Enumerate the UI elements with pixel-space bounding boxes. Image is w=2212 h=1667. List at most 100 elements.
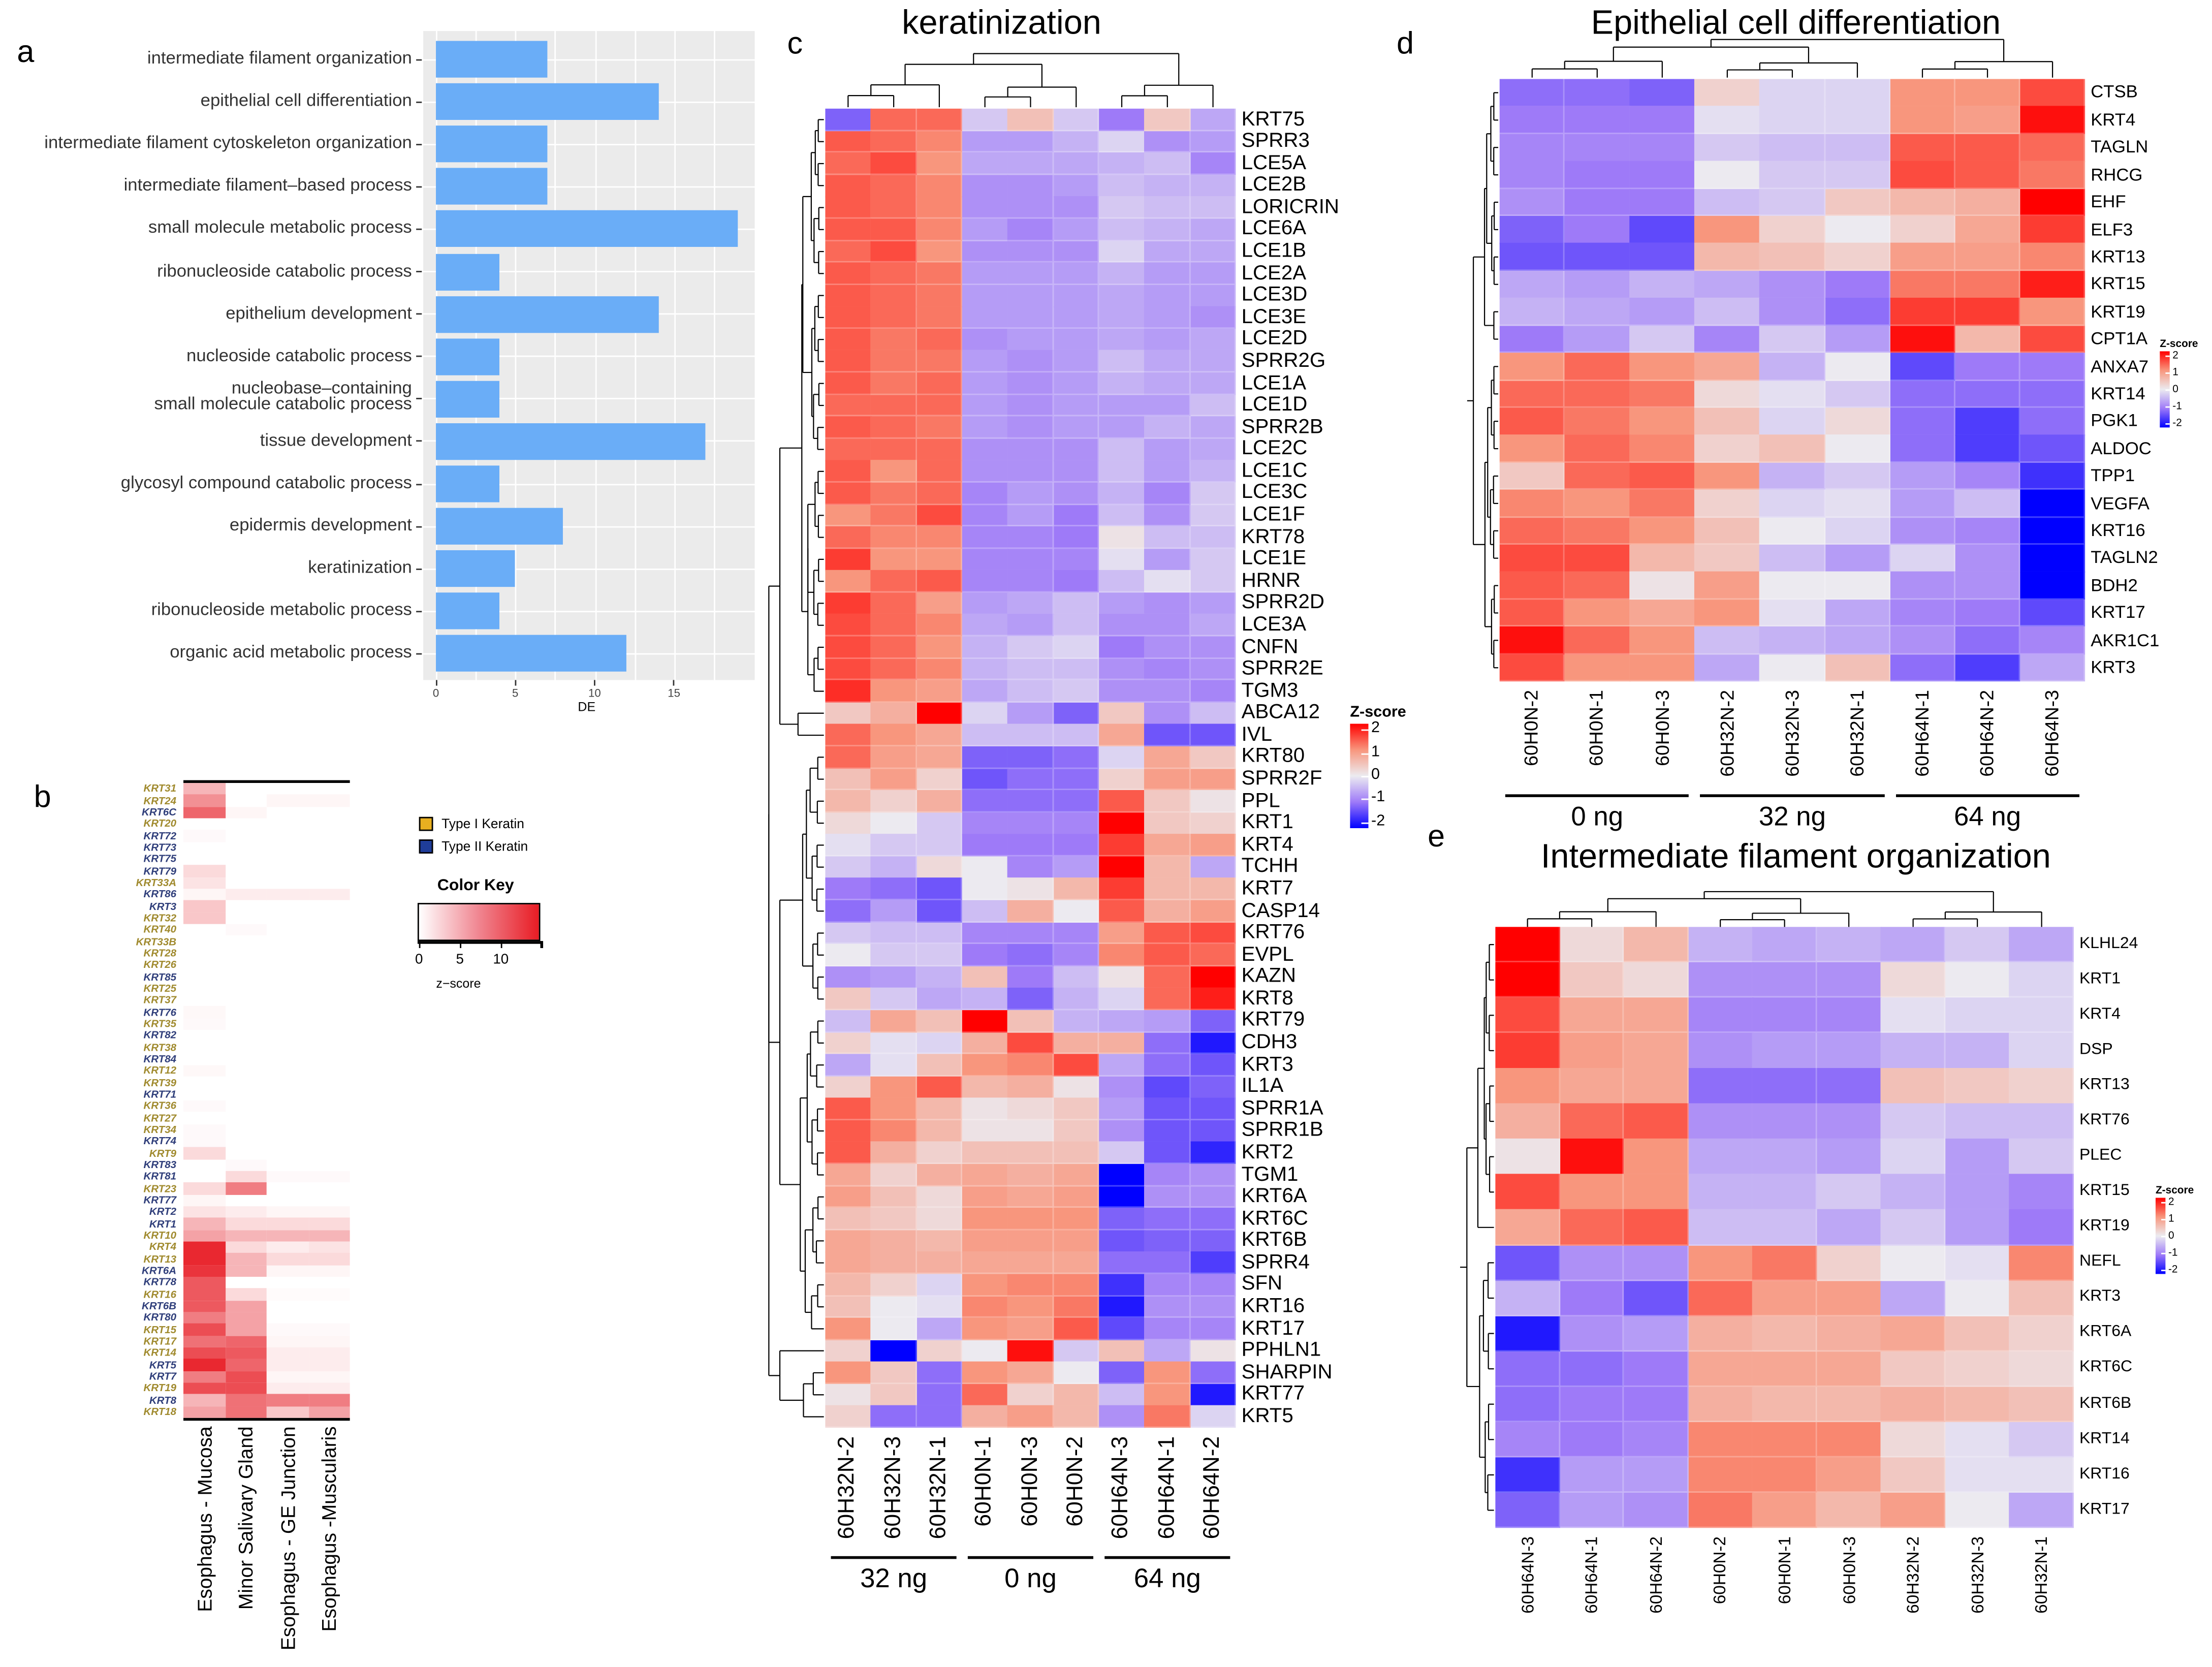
keratin-label: KRT75 bbox=[143, 852, 177, 865]
heatmap-cell bbox=[183, 1312, 226, 1325]
heatmap-cell bbox=[1007, 548, 1054, 571]
heatmap-cell bbox=[1190, 724, 1237, 747]
column-label: 60H32N-1 bbox=[1846, 689, 1868, 777]
heatmap-cell bbox=[1694, 517, 1760, 545]
row-label: KRT16 bbox=[1241, 1295, 1305, 1318]
heatmap-cell bbox=[308, 1171, 351, 1183]
heatmap-cell bbox=[183, 806, 226, 819]
row-label: LCE1F bbox=[1241, 504, 1305, 526]
heatmap-cell bbox=[266, 1335, 309, 1348]
heatmap-cell bbox=[1007, 152, 1054, 175]
heatmap-cell bbox=[916, 416, 963, 439]
heatmap-cell bbox=[183, 1124, 226, 1137]
heatmap-cell bbox=[1007, 372, 1054, 395]
legend-tick-label: -2 bbox=[2172, 416, 2182, 429]
heatmap-cell bbox=[1144, 1274, 1191, 1297]
heatmap-cell bbox=[1190, 1405, 1237, 1428]
heatmap-cell bbox=[871, 152, 917, 175]
heatmap-cell bbox=[916, 306, 963, 329]
heatmap-cell bbox=[266, 1406, 309, 1419]
row-label: KRT6C bbox=[2079, 1359, 2133, 1376]
heatmap-cell bbox=[1564, 243, 1630, 271]
heatmap-cell bbox=[825, 416, 872, 439]
heatmap-cell bbox=[225, 830, 267, 842]
heatmap-cell bbox=[2009, 1245, 2074, 1281]
heatmap-cell bbox=[962, 1186, 1008, 1209]
heatmap-cell bbox=[871, 768, 917, 791]
heatmap-cell bbox=[183, 971, 226, 984]
heatmap-cell bbox=[916, 218, 963, 241]
legend-tick-label: -2 bbox=[1371, 812, 1385, 829]
heatmap-cell bbox=[1053, 878, 1099, 901]
heatmap-cell bbox=[266, 1018, 309, 1030]
heatmap-cell bbox=[1007, 1098, 1054, 1121]
keratin-label: KRT33B bbox=[136, 934, 177, 948]
category-label: keratinization bbox=[308, 557, 412, 578]
heatmap-cell bbox=[308, 1253, 351, 1266]
heatmap-cell bbox=[266, 1182, 309, 1195]
heatmap-cell bbox=[1053, 724, 1099, 747]
heatmap-cell bbox=[1889, 79, 1955, 107]
heatmap-cell bbox=[1099, 768, 1145, 791]
heatmap-cell bbox=[1495, 1245, 1560, 1281]
heatmap-cell bbox=[1099, 504, 1145, 527]
heatmap-cell bbox=[1499, 298, 1565, 326]
row-label: KRT15 bbox=[2091, 274, 2145, 294]
heatmap-cell bbox=[266, 1277, 309, 1289]
keratin-label: KRT78 bbox=[143, 1275, 177, 1288]
heatmap-cell bbox=[825, 328, 872, 351]
heatmap-cell bbox=[225, 853, 267, 866]
keratin-label: KRT16 bbox=[143, 1287, 177, 1300]
heatmap-cell bbox=[1053, 284, 1099, 307]
heatmap-cell bbox=[308, 1077, 351, 1089]
heatmap-cell bbox=[1889, 353, 1955, 381]
heatmap-cell bbox=[1053, 702, 1099, 725]
group-label: 32 ng bbox=[860, 1564, 928, 1594]
heatmap-cell bbox=[1816, 1351, 1882, 1387]
heatmap-cell bbox=[1564, 325, 1630, 354]
color-key-tick bbox=[500, 941, 502, 949]
heatmap-cell bbox=[825, 900, 872, 923]
heatmap-cell bbox=[1624, 1139, 1689, 1175]
heatmap-cell bbox=[916, 636, 963, 659]
keratin-label: KRT77 bbox=[143, 1193, 177, 1206]
heatmap-cell bbox=[1694, 215, 1760, 244]
row-label: KRT16 bbox=[2091, 520, 2145, 541]
heatmap-cell bbox=[1099, 746, 1145, 769]
heatmap-cell bbox=[1824, 599, 1890, 627]
heatmap-cell bbox=[266, 1312, 309, 1325]
column-label: 60H32N-1 bbox=[926, 1436, 951, 1539]
heatmap-cell bbox=[1144, 482, 1191, 505]
heatmap-cell bbox=[825, 1186, 872, 1209]
heatmap-cell bbox=[1190, 438, 1237, 461]
category-label: ribonucleoside catabolic process bbox=[157, 260, 412, 280]
heatmap-cell bbox=[962, 878, 1008, 901]
heatmap-cell bbox=[308, 1124, 351, 1137]
heatmap-cell bbox=[1688, 1033, 1753, 1069]
row-label: SPRR1B bbox=[1241, 1119, 1323, 1142]
legend-tick-label: 2 bbox=[1371, 720, 1380, 737]
heatmap-cell bbox=[266, 1053, 309, 1066]
heatmap-cell bbox=[1954, 626, 2020, 655]
heatmap-cell bbox=[308, 1147, 351, 1160]
heatmap-cell bbox=[1688, 1245, 1753, 1281]
heatmap-cell bbox=[1688, 1315, 1753, 1352]
dendrogram bbox=[847, 53, 1214, 108]
chart-title: Epithelial cell differentiation bbox=[1591, 4, 2001, 43]
group-label: 32 ng bbox=[1758, 802, 1826, 833]
heatmap-cell bbox=[266, 1077, 309, 1089]
heatmap-cell bbox=[1624, 1351, 1689, 1387]
heatmap-cell bbox=[916, 658, 963, 681]
heatmap-cell bbox=[1007, 108, 1054, 131]
heatmap-cell bbox=[1559, 1068, 1625, 1105]
heatmap-cell bbox=[916, 680, 963, 703]
category-label: epithelium development bbox=[226, 302, 412, 323]
heatmap-cell bbox=[1007, 262, 1054, 285]
heatmap-cell bbox=[1564, 353, 1630, 381]
gridline bbox=[515, 31, 517, 680]
y-tick bbox=[416, 441, 422, 443]
row-label: LCE1C bbox=[1241, 459, 1308, 483]
color-key-tick bbox=[418, 941, 421, 949]
heatmap-cell bbox=[1144, 108, 1191, 131]
heatmap-cell bbox=[225, 1371, 267, 1383]
